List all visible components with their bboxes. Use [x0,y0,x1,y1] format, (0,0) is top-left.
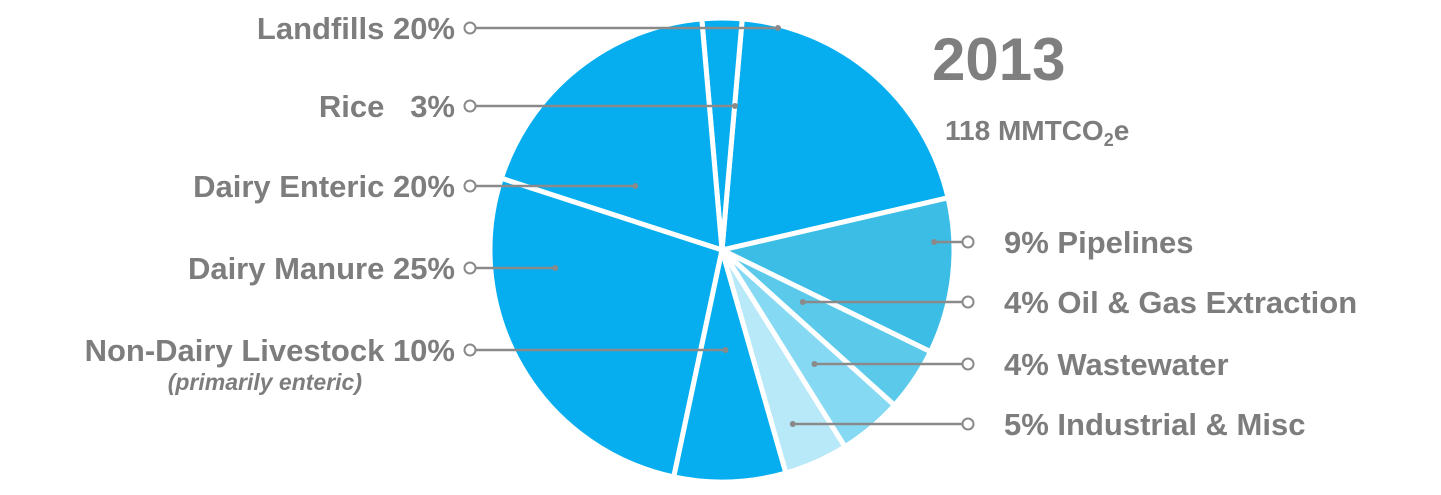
leader-ring-wastewater [961,357,975,371]
leader-ring-dairy-manure [463,261,477,275]
slice-label-non-dairy-livestock: Non-Dairy Livestock 10% [85,333,455,368]
leader-ring-industrial-misc [961,417,975,431]
slice-label-dairy-enteric: Dairy Enteric 20% [193,169,455,204]
slice-dairy-enteric [498,16,725,253]
leader-ring-landfills [463,21,477,35]
leader-dot-non-dairy-livestock [722,347,729,353]
leader-lines [463,21,975,431]
chart-title: 2013 [932,26,1065,93]
slice-label-dairy-manure: Dairy Manure 25% [188,251,455,286]
leader-ring-rice [463,99,477,113]
leader-ring-non-dairy-livestock [463,343,477,357]
leader-dot-dairy-manure [552,265,559,271]
leader-dot-oil-gas-extraction [799,299,806,305]
slice-dairy-manure [487,175,725,480]
slice-labels: Landfills 20% Rice 3% Dairy Enteric 20% Dai… [85,11,1358,442]
slice-pipelines [719,195,957,355]
subtitle-suffix: e [1114,115,1130,146]
leader-dot-pipelines [931,239,938,245]
leader-dot-wastewater [811,361,818,367]
leader-dot-dairy-enteric [632,183,639,189]
subtitle-subscript: 2 [1104,130,1114,150]
slice-landfills [719,16,951,253]
slice-label-oil-gas-extraction: 4% Oil & Gas Extraction [1004,285,1357,320]
pie-slices [487,15,957,485]
slice-label-rice: Rice 3% [319,89,455,124]
leader-dot-landfills [775,25,781,31]
slice-label-industrial-misc: 5% Industrial & Misc [1004,407,1305,442]
slice-label-pipelines: 9% Pipelines [1004,225,1194,260]
slice-label-landfills: Landfills 20% [257,11,455,46]
leader-ring-dairy-enteric [463,179,477,193]
slice-industrial-misc [719,247,848,476]
leader-dot-rice [732,103,738,109]
slice-label-wastewater: 4% Wastewater [1004,347,1229,382]
leader-ring-oil-gas-extraction [961,295,975,309]
chart-subtitle: 118 MMTCO2e [945,115,1129,150]
leader-dot-industrial-misc [789,421,796,427]
subtitle-main: 118 MMTCO [945,115,1104,146]
slice-note-non-dairy-livestock: (primarily enteric) [168,369,362,395]
leader-ring-pipelines [961,235,975,249]
